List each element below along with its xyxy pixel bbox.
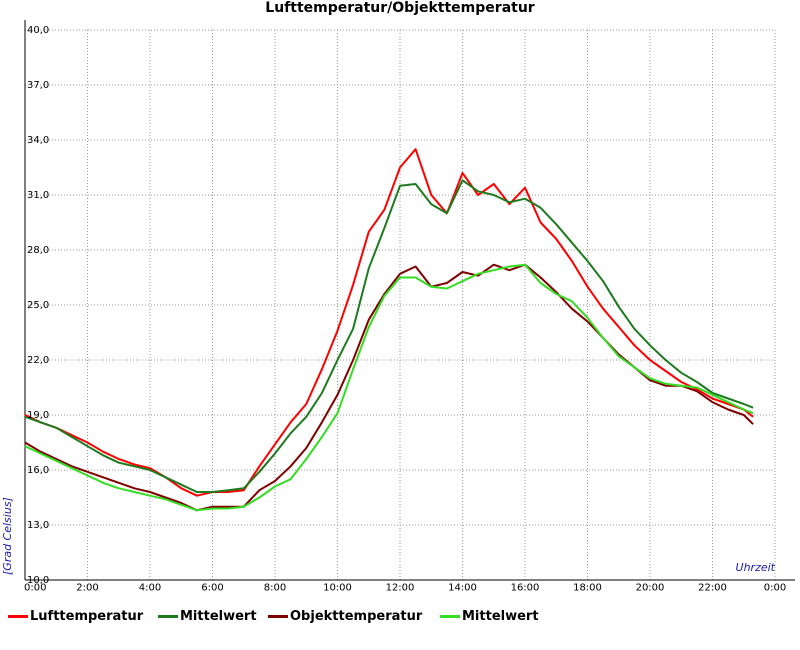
grid-layer (25, 29, 776, 580)
chart-title: Lufttemperatur/Objekttemperatur (265, 0, 535, 16)
series-line-3 (24, 263, 754, 512)
x-tick-label: 8:00 (264, 582, 286, 593)
x-axis-label: Uhrzeit (736, 561, 776, 574)
x-tick-label: 4:00 (139, 582, 161, 593)
series-layer (24, 148, 754, 512)
x-tick-label: 18:00 (573, 582, 602, 593)
series-line-1 (24, 148, 754, 497)
legend-label: Lufttemperatur (30, 609, 144, 624)
x-tick-label: 14:00 (448, 582, 477, 593)
x-tick-label: 6:00 (201, 582, 223, 593)
legend-item: Mittelwert (158, 608, 257, 626)
y-tick-label: 37,0 (27, 80, 49, 91)
y-tick-label: 34,0 (27, 135, 49, 146)
axes-layer (24, 20, 795, 581)
legend-swatch (440, 615, 460, 618)
x-tick-label: 22:00 (698, 582, 727, 593)
x-tick-label: 2:00 (76, 582, 98, 593)
y-tick-label: 31,0 (27, 190, 49, 201)
legend: Lufttemperatur Mittelwert Objekttemperatur… (0, 606, 800, 628)
x-tick-label: 0:00 (764, 582, 786, 593)
x-tick-label: 20:00 (636, 582, 665, 593)
y-tick-label: 25,0 (27, 300, 49, 311)
x-tick-label: 12:00 (386, 582, 415, 593)
tick-layer: 0:00 2:00 4:00 6:00 8:00 10:00 12:00 14:00 16:00… (24, 25, 786, 593)
legend-label: Mittelwert (180, 609, 257, 624)
legend-label: Objekttemperatur (290, 609, 423, 624)
y-axis-label: [Grad Celsius] (1, 497, 14, 575)
legend-swatch (158, 615, 178, 618)
x-tick-label: 10:00 (323, 582, 352, 593)
y-tick-label: 16,0 (27, 465, 49, 476)
y-tick-label: 22,0 (27, 355, 49, 366)
legend-swatch (8, 615, 28, 618)
legend-item: Objekttemperatur (268, 608, 422, 626)
y-tick-label: 40,0 (27, 25, 49, 36)
legend-label: Mittelwert (462, 609, 539, 624)
y-tick-label: 28,0 (27, 245, 49, 256)
legend-item: Mittelwert (440, 608, 539, 626)
series-line-2 (24, 179, 754, 493)
y-tick-label: 13,0 (27, 520, 49, 531)
y-tick-label: 10,0 (27, 575, 49, 586)
y-tick-label: 19,0 (27, 410, 49, 421)
x-tick-label: 0:00 (24, 582, 46, 593)
x-tick-label: 16:00 (511, 582, 540, 593)
legend-swatch (268, 615, 288, 618)
legend-item: Lufttemperatur (8, 608, 143, 626)
series-line-4 (24, 263, 754, 512)
